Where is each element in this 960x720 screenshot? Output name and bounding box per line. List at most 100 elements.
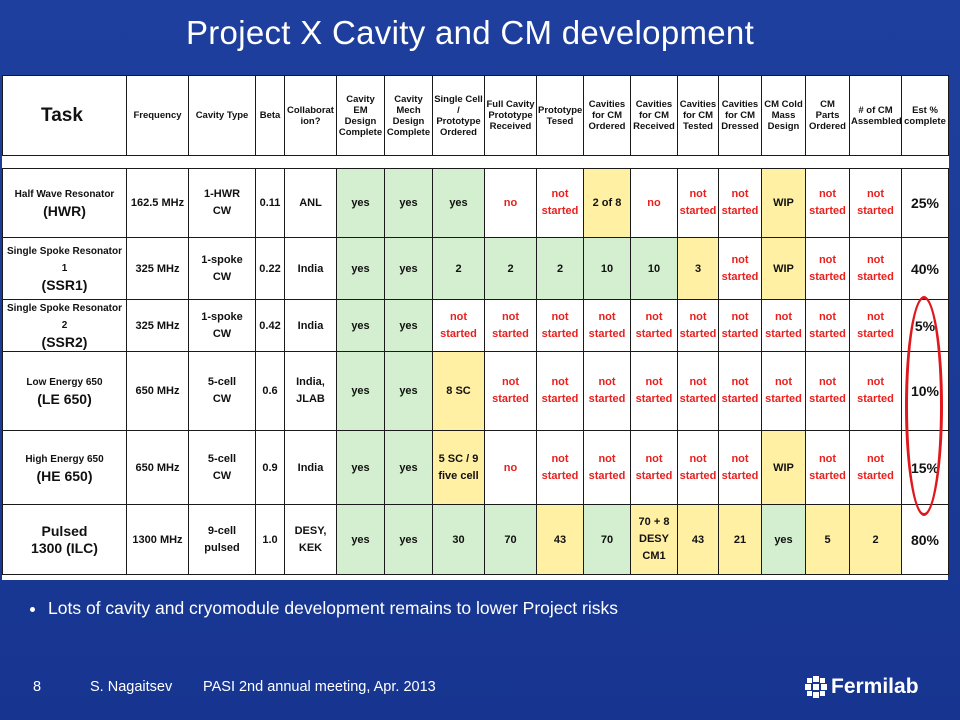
table-header-row: Task Frequency Cavity Type Beta Collaborat io… — [2, 75, 949, 156]
table-cell: 25% — [901, 168, 949, 238]
table-cell: not started — [761, 351, 806, 431]
table-cell-line: 8 SC — [446, 385, 471, 397]
table-cell: not started — [536, 299, 584, 352]
column-header-3: Beta — [255, 75, 285, 156]
table-cell: 70 — [583, 504, 631, 575]
column-header-line: CM Cold — [764, 99, 803, 110]
table-cell-line: started — [721, 270, 759, 283]
table-cell-line: 1-HWR — [203, 188, 241, 200]
table-cell-line: India, — [296, 376, 325, 388]
table-cell: yes — [384, 299, 433, 352]
footer-event: PASI 2nd annual meeting, Apr. 2013 — [203, 679, 436, 695]
table-cell: not started — [484, 351, 537, 431]
table-cell-line: yes — [351, 385, 370, 397]
column-header-5: Cavity EM Design Complete — [336, 75, 385, 156]
table-cell-line: yes — [774, 533, 793, 546]
table-cell: not started — [630, 430, 678, 505]
table-cell: not started — [583, 299, 631, 352]
table-cell-line: 1-spoke — [201, 253, 243, 266]
table-cell: India — [284, 299, 337, 352]
table-cell-line: CW — [212, 469, 232, 482]
table-cell-line: CW — [212, 270, 232, 283]
table-spacer-row — [2, 155, 949, 169]
table-cell-line: WIP — [773, 197, 794, 209]
table-cell: 5-cell CW — [188, 351, 256, 431]
column-header-line: Received — [489, 121, 532, 132]
table-cell: yes — [384, 504, 433, 575]
table-cell-line: 0.11 — [259, 197, 281, 209]
table-row: Low Energy 650 (LE 650) 650 MHz 5-cell CW 0.6… — [2, 351, 949, 431]
table-cell-line: not — [689, 452, 707, 465]
table-cell: DESY, KEK — [284, 504, 337, 575]
table-cell-line: 325 MHz — [135, 319, 180, 332]
table-cell: not started — [536, 351, 584, 431]
table-cell-line: started — [809, 469, 846, 482]
table-cell: no — [630, 168, 678, 238]
table-cell-line: not — [866, 253, 885, 266]
column-header-line: Cavity Type — [195, 110, 249, 121]
table-cell: not started — [536, 430, 584, 505]
table-cell: 2 — [432, 237, 485, 300]
table-cell-line: not — [501, 376, 520, 388]
column-header-1: Frequency — [126, 75, 189, 156]
table-cell: 9-cell pulsed — [188, 504, 256, 575]
column-header-line: Dressed — [721, 121, 759, 132]
column-header-line: Cavity EM — [346, 93, 375, 116]
table-cell-line: 43 — [553, 533, 567, 546]
table-cell: not started — [718, 168, 762, 238]
table-cell: WIP — [761, 237, 806, 300]
table-cell-line: CW — [212, 327, 232, 340]
task-name-line: Single Spoke Resonator 1 — [6, 246, 123, 274]
table-cell: 8 SC — [432, 351, 485, 431]
table-cell-line: not — [551, 452, 569, 465]
table-cell-line: not — [551, 310, 569, 323]
table-cell-line: 43 — [691, 533, 705, 546]
table-cell: 0.6 — [255, 351, 285, 431]
table-cell: 162.5 MHz — [126, 168, 189, 238]
table-cell-line: started — [857, 205, 894, 217]
table-cell: 2 — [484, 237, 537, 300]
table-cell: not started — [718, 237, 762, 300]
table-cell: 40% — [901, 237, 949, 300]
table-cell: 1-spoke CW — [188, 299, 256, 352]
column-header-10: Cavities for CM Ordered — [583, 75, 631, 156]
status-table-container: Task Frequency Cavity Type Beta Collaborat io… — [2, 75, 949, 580]
table-cell-line: 0.9 — [262, 461, 278, 474]
table-cell: yes — [384, 237, 433, 300]
table-cell: yes — [384, 430, 433, 505]
table-cell: 10 — [583, 237, 631, 300]
column-header-13: Cavities for CM Dressed — [718, 75, 762, 156]
column-header-14: CM Cold Mass Design — [761, 75, 806, 156]
task-name-line: (HE 650) — [36, 467, 93, 484]
table-cell-line: 80% — [910, 531, 940, 548]
column-header-line: Task — [41, 105, 83, 126]
table-cell-line: 650 MHz — [135, 461, 180, 474]
table-cell-line: 162.5 MHz — [130, 197, 185, 209]
task-name-line: (LE 650) — [37, 391, 92, 407]
table-row: Half Wave Resonator (HWR) 162.5 MHz 1-HWR CW… — [2, 168, 949, 238]
table-cell-line: yes — [351, 461, 370, 474]
table-cell-line: not — [689, 310, 707, 323]
column-header-line: for CM — [638, 110, 670, 121]
table-cell-line: 40% — [910, 260, 940, 277]
table-cell: India — [284, 237, 337, 300]
table-cell-line: yes — [351, 533, 370, 546]
table-row: Single Spoke Resonator 2 (SSR2) 325 MHz 1-s… — [2, 299, 949, 352]
table-cell: not started — [761, 299, 806, 352]
table-cell-line: 1.0 — [262, 533, 278, 546]
table-cell-line: not — [551, 376, 569, 388]
table-cell-line: started — [679, 205, 717, 217]
task-cell: Low Energy 650 (LE 650) — [2, 351, 127, 431]
table-cell: not started — [805, 168, 850, 238]
column-header-8: Full Cavity Prototype Received — [484, 75, 537, 156]
column-header-line: Est % — [912, 104, 938, 116]
table-cell-line: started — [857, 327, 894, 340]
table-cell-line: started — [492, 393, 529, 405]
table-cell: not started — [805, 351, 850, 431]
column-header-line: Design — [344, 115, 377, 127]
table-cell-line: started — [857, 469, 894, 482]
task-cell: High Energy 650 (HE 650) — [2, 430, 127, 505]
task-name-line: (HWR) — [43, 203, 86, 219]
table-cell-line: not — [731, 452, 749, 465]
table-cell-line: not — [774, 376, 793, 388]
